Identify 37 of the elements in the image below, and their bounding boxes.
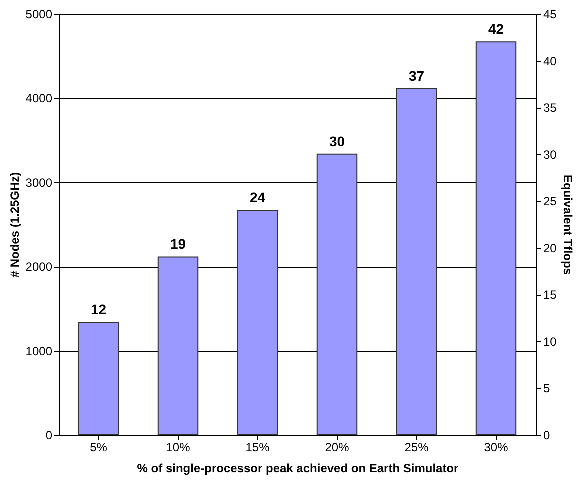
bar	[237, 210, 278, 436]
y2-tick-label: 45	[544, 8, 558, 22]
y2-tick-label: 40	[544, 54, 558, 68]
y2-tick-label: 10	[544, 334, 558, 349]
y-tick-label: 0	[46, 428, 53, 442]
y2-tick-label: 15	[544, 288, 558, 302]
y-tick-label: 5000	[26, 8, 53, 22]
data-label: 30	[329, 133, 346, 150]
x-axis-title: % of single-processor peak achieved on Earth Simulator	[137, 462, 460, 476]
bar	[476, 42, 517, 436]
y2-axis-title: Equivalent Tflops	[560, 174, 575, 276]
y2-tick-label: 20	[544, 241, 558, 256]
data-label: 42	[488, 21, 504, 38]
y-tick-label: 2000	[26, 260, 53, 274]
x-tick-label: 20%	[325, 440, 350, 454]
bar	[158, 256, 199, 436]
data-label: 19	[170, 236, 186, 252]
data-label: 12	[90, 302, 107, 318]
data-label: 24	[250, 189, 266, 206]
bar	[78, 322, 120, 436]
x-tick-label: 30%	[484, 440, 509, 454]
x-tick-label: 15%	[246, 440, 270, 454]
bar	[396, 88, 438, 436]
x-tick-label: 5%	[90, 440, 108, 454]
y-tick-label: 3000	[26, 176, 53, 190]
y-tick-label: 1000	[26, 344, 53, 358]
y2-tick-label: 35	[544, 101, 558, 116]
y-tick-label: 4000	[26, 92, 53, 106]
data-label: 37	[408, 68, 425, 84]
y-axis-title: # Nodes (1.25GHz)	[8, 172, 22, 278]
y2-tick-label: 30	[544, 148, 558, 162]
y2-tick-label: 5	[544, 382, 550, 396]
bar	[316, 154, 358, 436]
y2-tick-label: 25	[544, 194, 558, 209]
y2-tick-label: 0	[544, 428, 550, 442]
x-tick-label: 10%	[166, 440, 191, 454]
x-tick-label: 25%	[404, 440, 430, 454]
